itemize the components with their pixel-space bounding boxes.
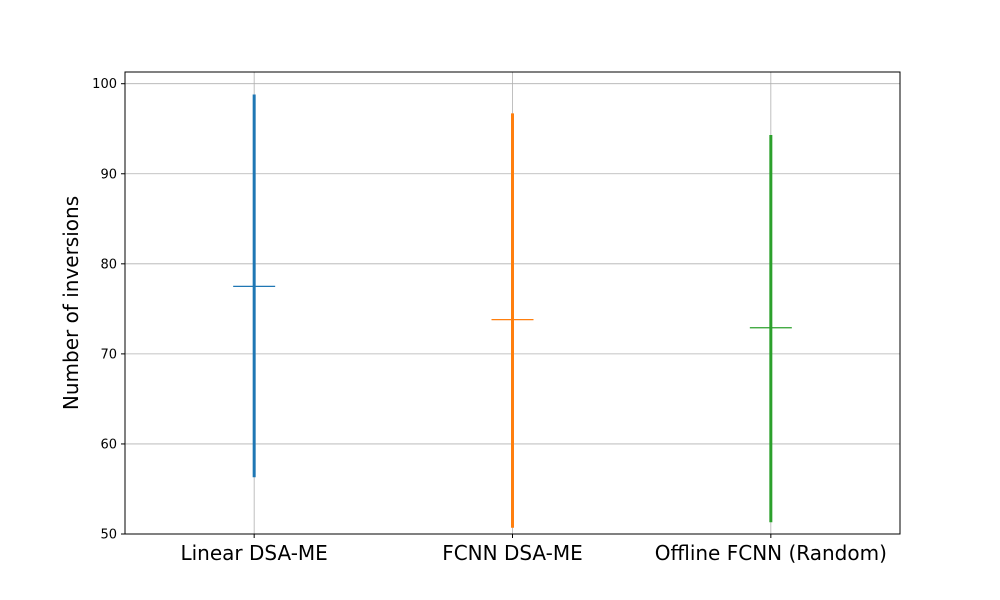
y-tick-label: 70 — [100, 347, 117, 362]
plot-marks — [233, 94, 792, 528]
y-axis-title: Number of inversions — [59, 196, 83, 410]
y-tick-label: 100 — [92, 77, 117, 92]
x-tick-label: Offline FCNN (Random) — [655, 541, 887, 565]
x-axis: Linear DSA-ME FCNN DSA-ME Offline FCNN (Ra… — [180, 534, 887, 565]
y-tick-label: 90 — [100, 167, 117, 182]
y-tick-label: 50 — [100, 528, 117, 543]
x-tick-label: FCNN DSA-ME — [442, 541, 583, 565]
y-tick-label: 60 — [100, 437, 117, 452]
x-tick-label: Linear DSA-ME — [180, 541, 327, 565]
y-axis: 50 60 70 80 90 100 — [92, 77, 125, 543]
y-tick-label: 80 — [100, 257, 117, 272]
